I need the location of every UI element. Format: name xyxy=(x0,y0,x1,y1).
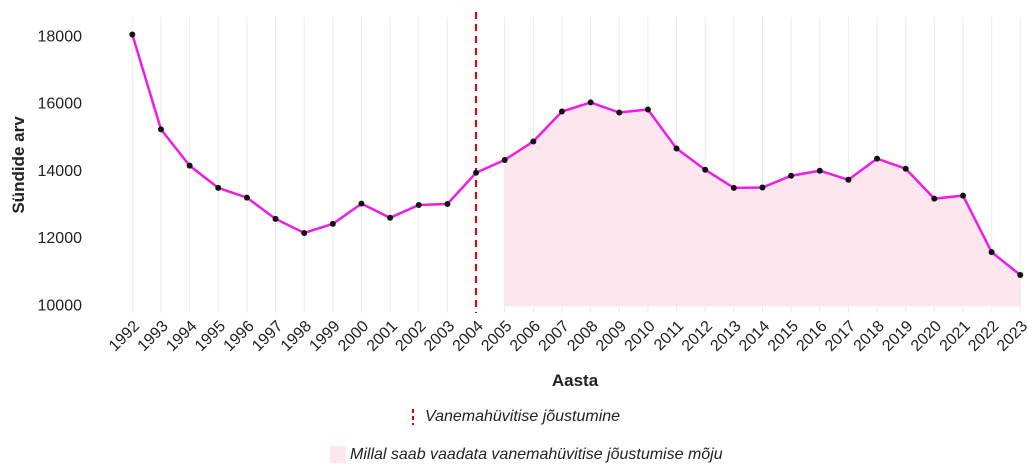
x-tick-label: 1992 xyxy=(106,318,143,355)
y-tick-label: 12000 xyxy=(38,230,83,247)
x-tick-label: 2014 xyxy=(736,318,773,355)
x-tick-label: 2013 xyxy=(707,318,744,355)
data-point xyxy=(702,166,709,173)
x-tick-label: 2011 xyxy=(651,318,687,354)
data-point xyxy=(301,229,308,236)
x-tick-label: 2021 xyxy=(937,318,974,355)
data-point xyxy=(1017,271,1024,278)
legend-label: Vanemahüvitise jõustumine xyxy=(425,408,620,425)
data-point xyxy=(243,194,250,201)
data-point xyxy=(587,99,594,106)
x-axis-title: Aasta xyxy=(552,371,599,390)
data-point xyxy=(186,162,193,169)
x-tick-label: 1998 xyxy=(278,318,315,355)
data-point xyxy=(988,249,995,256)
data-point xyxy=(473,169,480,176)
y-axis-title: Sündide arv xyxy=(9,116,28,214)
x-tick-label: 2023 xyxy=(994,318,1028,355)
data-point xyxy=(816,167,823,174)
data-point xyxy=(845,176,852,183)
x-tick-label: 2005 xyxy=(478,318,515,355)
data-point xyxy=(530,138,537,145)
data-point xyxy=(788,172,795,179)
data-point xyxy=(616,109,623,116)
y-tick-label: 10000 xyxy=(38,297,83,314)
x-tick-label: 2016 xyxy=(793,318,830,355)
x-tick-label: 2001 xyxy=(364,318,401,355)
x-tick-label: 2015 xyxy=(765,318,802,355)
data-point xyxy=(644,106,651,113)
x-tick-label: 1993 xyxy=(135,318,172,355)
data-point xyxy=(444,201,451,208)
x-tick-label: 2018 xyxy=(851,318,888,355)
data-point xyxy=(959,192,966,199)
x-tick-label: 1999 xyxy=(306,318,343,355)
data-point xyxy=(215,184,222,191)
data-point xyxy=(874,155,881,162)
data-point xyxy=(558,108,565,115)
x-tick-label: 2007 xyxy=(536,318,573,355)
data-point xyxy=(329,220,336,227)
x-tick-label: 1996 xyxy=(221,318,258,355)
x-tick-label: 2004 xyxy=(450,318,487,355)
x-tick-label: 2020 xyxy=(908,318,945,355)
data-point xyxy=(501,156,508,163)
data-point xyxy=(387,214,394,221)
x-tick-label: 2008 xyxy=(564,318,601,355)
shaded-region xyxy=(504,102,1021,307)
x-tick-label: 2003 xyxy=(421,318,458,355)
x-tick-label: 2006 xyxy=(507,318,544,355)
x-tick-label: 1995 xyxy=(192,318,229,355)
data-point xyxy=(759,184,766,191)
data-line xyxy=(131,34,1022,276)
x-tick-label: 2000 xyxy=(335,318,372,355)
data-point xyxy=(157,126,164,133)
x-tick-label: 2022 xyxy=(965,318,1002,355)
y-tick-label: 16000 xyxy=(38,96,83,113)
x-tick-label: 2002 xyxy=(392,318,429,355)
x-tick-label: 2009 xyxy=(593,318,630,355)
x-tick-label: 2010 xyxy=(622,318,659,355)
legend-label: Millal saab vaadata vanemahüvitise jõust… xyxy=(350,446,723,463)
data-point xyxy=(272,215,279,222)
legend-key xyxy=(330,446,346,463)
x-tick-label: 1994 xyxy=(163,318,200,355)
y-tick-label: 14000 xyxy=(38,163,83,180)
data-point xyxy=(358,200,365,207)
y-tick-label: 18000 xyxy=(38,28,83,45)
data-point xyxy=(129,31,136,38)
data-point xyxy=(730,184,737,191)
data-point xyxy=(673,145,680,152)
x-tick-label: 2012 xyxy=(679,318,716,355)
data-point xyxy=(902,165,909,172)
x-tick-label: 2019 xyxy=(879,318,916,355)
x-tick-label: 2017 xyxy=(822,318,859,355)
data-point xyxy=(931,195,938,202)
data-point xyxy=(415,202,422,209)
x-tick-label: 1997 xyxy=(249,318,286,355)
